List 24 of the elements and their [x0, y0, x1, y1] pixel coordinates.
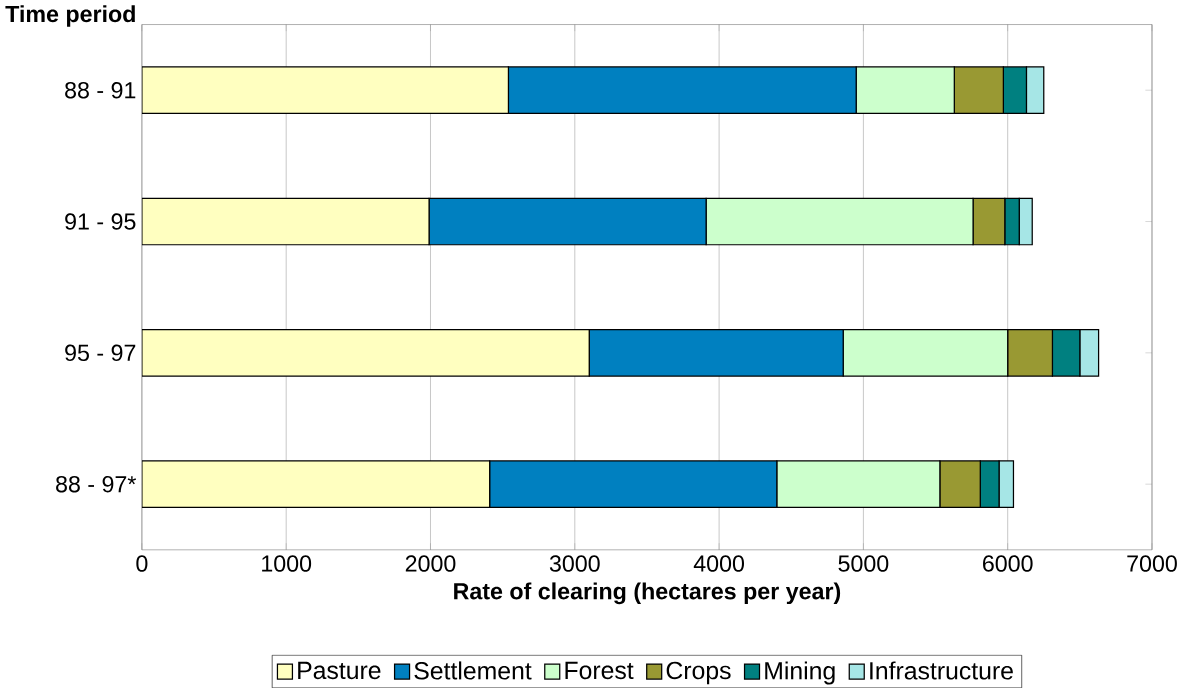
x-axis-title: Rate of clearing (hectares per year) — [454, 582, 841, 605]
x-tick-label: 5000 — [838, 555, 889, 572]
x-tick-label: 6000 — [983, 555, 1033, 572]
y-tick-label: 88 - 97* — [56, 475, 137, 493]
legend-label: Forest — [565, 661, 634, 680]
bar — [141, 197, 430, 246]
x-tick-label: 4000 — [693, 555, 745, 572]
x-tick-label: 2000 — [405, 555, 456, 572]
y-tick-label: 91 - 95 — [65, 213, 136, 230]
x-tick-label: 7000 — [1127, 555, 1177, 572]
legend-label: Infrastructure — [870, 661, 1013, 680]
bar — [141, 66, 510, 114]
y-tick-label: 88 - 91 — [65, 81, 136, 99]
legend-label: Pasture — [298, 661, 381, 680]
x-tick-label: 0 — [136, 555, 148, 572]
legend-label: Mining — [765, 661, 835, 685]
y-axis-title: Time period — [5, 5, 135, 27]
y-tick-label: 95 - 97 — [65, 344, 136, 361]
bar — [141, 460, 491, 508]
legend-label: Settlement — [414, 661, 532, 680]
x-tick-label: 3000 — [549, 555, 600, 572]
bar — [141, 328, 590, 377]
x-tick-label: 1000 — [262, 555, 312, 572]
legend-label: Crops — [666, 661, 731, 685]
